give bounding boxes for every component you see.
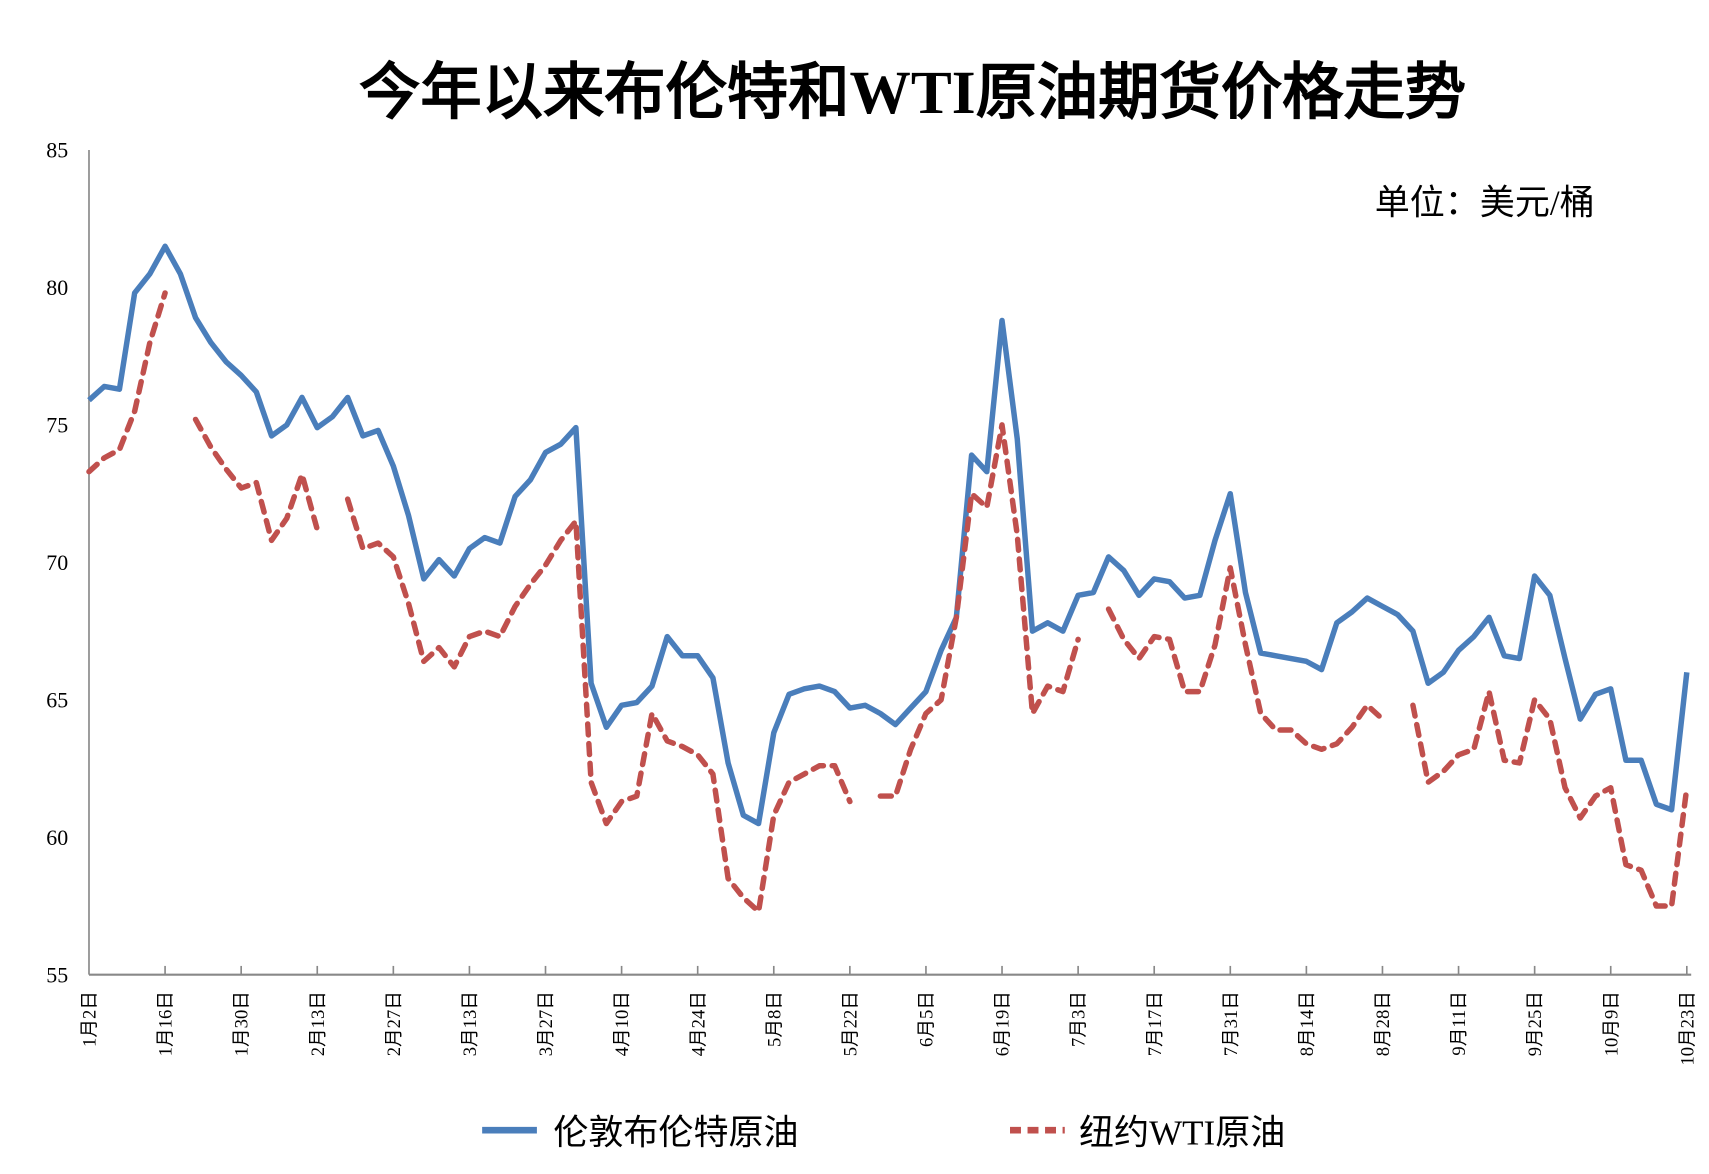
x-tick-label: 7月17日 [1145, 991, 1166, 1056]
x-tick-label: 7月31日 [1221, 991, 1242, 1056]
y-tick-label: 85 [46, 138, 68, 163]
legend-item-brent[interactable]: 伦敦布伦特原油 [482, 1113, 799, 1152]
x-tick-label: 8月14日 [1297, 991, 1318, 1056]
x-tick-label: 7月3日 [1069, 991, 1090, 1047]
x-tick-label: 10月23日 [1677, 991, 1698, 1065]
x-tick-label: 5月22日 [840, 991, 861, 1056]
y-tick-label: 55 [46, 962, 68, 987]
legend-item-wti[interactable]: 纽约WTI原油 [1010, 1113, 1285, 1152]
y-axis-ticks: 55 60 65 70 75 80 85 [46, 138, 68, 988]
x-axis-ticks: 1月2日 1月16日 1月30日 2月13日 2月27日 3月13日 3月27日 4月10日 4… [80, 965, 1698, 1066]
chart-title: 今年以来布伦特和WTI原油期货价格走势 [359, 59, 1466, 127]
legend-label-wti: 纽约WTI原油 [1079, 1113, 1285, 1152]
series-line-wti [86, 290, 1690, 915]
y-tick-label: 75 [46, 413, 68, 438]
legend: 伦敦布伦特原油 纽约WTI原油 [482, 1113, 1285, 1152]
x-tick-label: 3月27日 [536, 991, 557, 1056]
unit-label: 单位：美元/桶 [1375, 184, 1595, 223]
x-tick-label: 2月13日 [308, 991, 329, 1056]
x-tick-label: 6月5日 [917, 991, 938, 1047]
series-line-brent [87, 243, 1690, 827]
legend-label-brent: 伦敦布伦特原油 [553, 1113, 798, 1152]
x-tick-label: 6月19日 [993, 991, 1014, 1056]
x-tick-label: 4月10日 [612, 991, 633, 1056]
y-tick-label: 80 [46, 275, 68, 300]
y-tick-label: 65 [46, 687, 68, 712]
series-lines [86, 243, 1690, 915]
x-tick-label: 5月8日 [764, 991, 785, 1047]
x-tick-label: 1月2日 [80, 991, 101, 1047]
x-tick-label: 10月9日 [1601, 991, 1622, 1056]
x-tick-label: 1月16日 [156, 991, 177, 1056]
x-tick-label: 9月25日 [1525, 991, 1546, 1056]
x-tick-label: 2月27日 [384, 991, 405, 1056]
y-tick-label: 70 [46, 550, 68, 575]
x-tick-label: 3月13日 [460, 991, 481, 1056]
x-tick-label: 9月11日 [1449, 991, 1470, 1055]
y-tick-label: 60 [46, 825, 68, 850]
x-tick-label: 1月30日 [232, 991, 253, 1056]
x-tick-label: 8月28日 [1373, 991, 1394, 1056]
x-tick-label: 4月24日 [688, 991, 709, 1056]
